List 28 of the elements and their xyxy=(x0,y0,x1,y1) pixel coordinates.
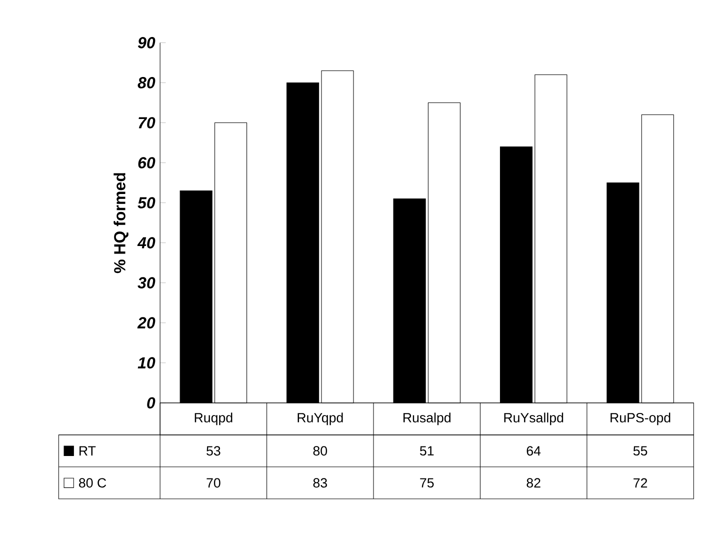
data-label: 70 xyxy=(206,478,220,488)
data-label: 64 xyxy=(526,446,541,456)
legend-label: 80 C xyxy=(79,478,106,488)
y-tick-label: 90 xyxy=(138,36,156,48)
y-tick-label: 0 xyxy=(147,397,156,408)
data-label: 51 xyxy=(420,446,434,456)
data-label: 75 xyxy=(420,478,434,488)
x-tick-label: Rusalpd xyxy=(403,412,450,425)
x-tick-label: RuPS-opd xyxy=(610,412,670,425)
y-tick-label: 70 xyxy=(138,116,156,128)
x-tick-label: Ruqpd xyxy=(194,412,232,425)
y-tick-label: 40 xyxy=(137,237,156,248)
data-label: 83 xyxy=(313,478,327,488)
data-label: 55 xyxy=(633,446,648,456)
y-tick-label: 30 xyxy=(138,277,156,288)
y-tick-label: 20 xyxy=(137,317,156,328)
data-label: 80 xyxy=(313,446,328,456)
y-tick-label: 80 xyxy=(138,76,156,88)
data-label: 82 xyxy=(526,478,540,488)
x-tick-label: RuYsallpd xyxy=(504,412,564,425)
y-axis-title: % HQ formed xyxy=(114,173,128,273)
y-tick-label: 60 xyxy=(138,156,156,168)
x-tick-label: RuYqpd xyxy=(298,412,343,425)
legend-label: RT xyxy=(80,446,96,456)
data-label: 53 xyxy=(206,446,220,456)
data-label: 72 xyxy=(634,478,648,488)
y-tick-label: 10 xyxy=(138,357,156,368)
y-tick-label: 50 xyxy=(138,196,156,208)
